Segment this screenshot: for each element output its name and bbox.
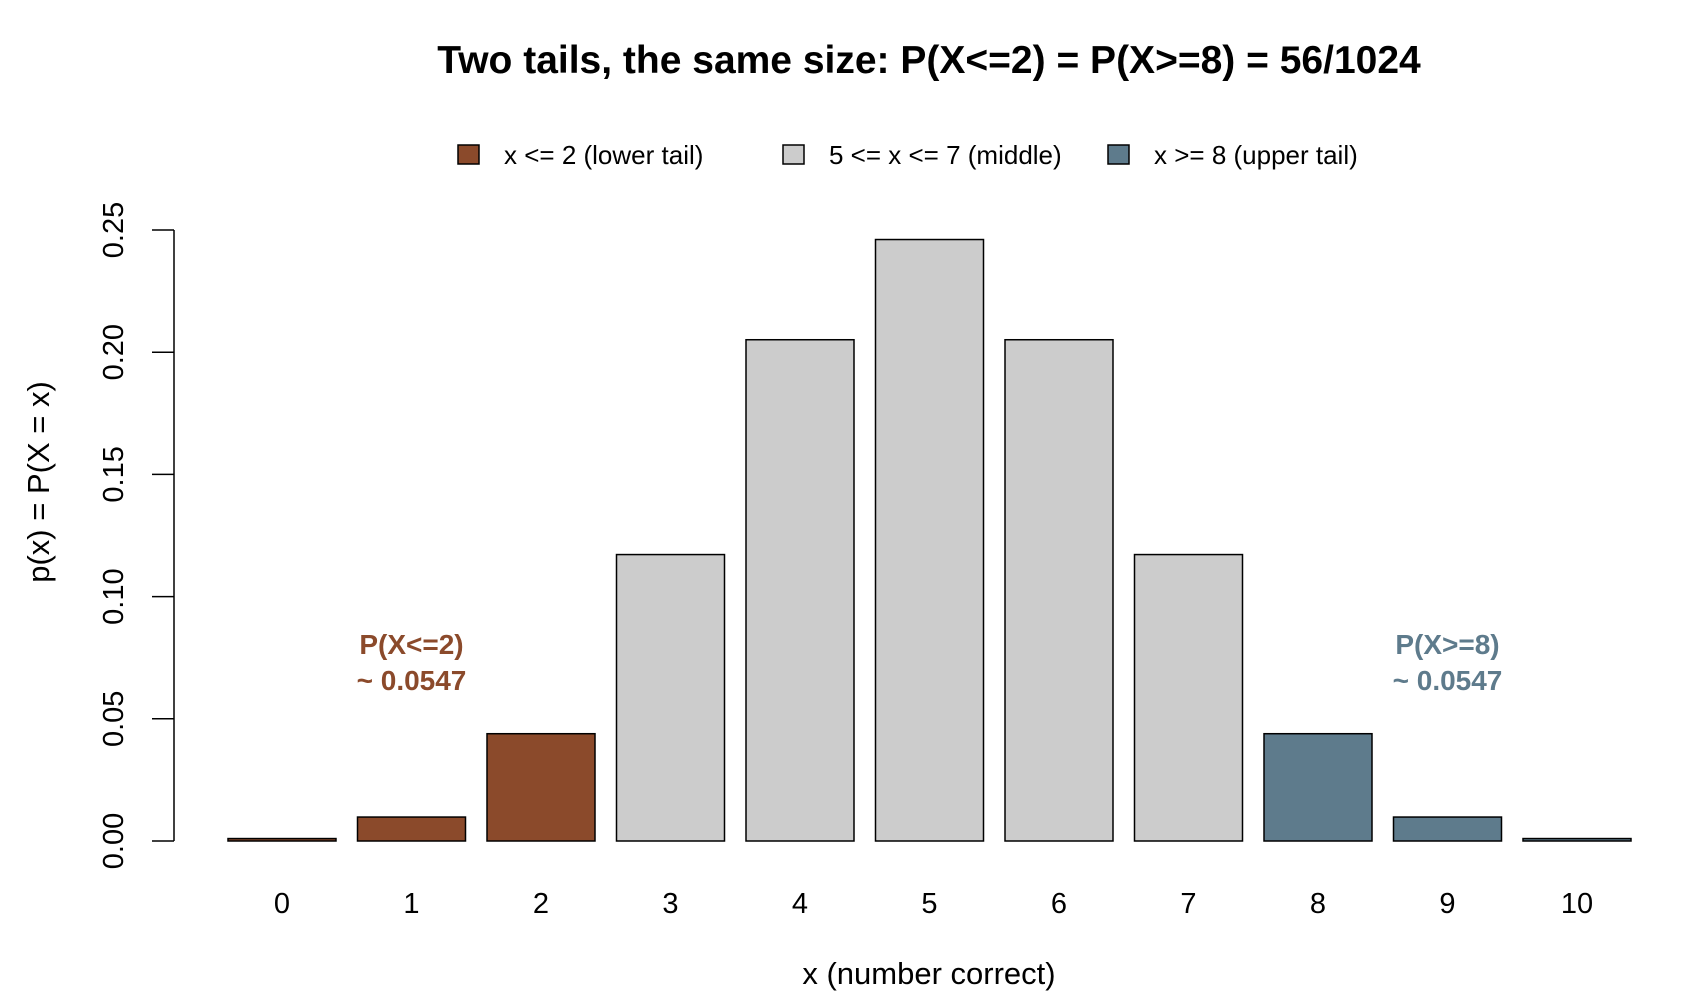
bar-7 — [1133, 553, 1244, 842]
bar-9 — [1392, 816, 1503, 842]
y-tick-label: 0.20 — [98, 324, 130, 380]
x-tick-label: 10 — [1561, 888, 1593, 920]
x-tick-label: 6 — [1051, 888, 1067, 920]
bar-4 — [745, 338, 855, 842]
x-tick-label: 3 — [662, 888, 678, 920]
y-axis: 0.00 0.05 0.10 0.15 0.20 0.25 — [98, 202, 175, 869]
x-tick-label: 9 — [1439, 888, 1455, 920]
bar-5 — [874, 238, 985, 842]
lower-tail-annotation-value: ~ 0.0547 — [357, 665, 467, 696]
x-tick-label: 0 — [274, 888, 290, 920]
annotations: P(X<=2) ~ 0.0547 P(X>=8) ~ 0.0547 — [357, 629, 1503, 696]
x-axis-label: x (number correct) — [802, 956, 1055, 991]
x-tick-label: 4 — [792, 888, 808, 920]
bar-0 — [227, 837, 337, 842]
y-tick-label: 0.15 — [98, 446, 130, 502]
y-tick-label: 0.10 — [98, 568, 130, 624]
x-tick-label: 2 — [533, 888, 549, 920]
legend-label-middle: 5 <= x <= 7 (middle) — [829, 140, 1062, 170]
legend-swatch-middle — [782, 144, 805, 165]
lower-tail-annotation-label: P(X<=2) — [359, 629, 463, 660]
bar-6 — [1004, 338, 1114, 842]
bar-3 — [615, 553, 726, 842]
upper-tail-annotation-label: P(X>=8) — [1395, 629, 1499, 660]
y-axis-label: p(x) = P(X = x) — [21, 381, 56, 583]
legend-swatch-upper — [1107, 144, 1130, 165]
y-tick-label: 0.00 — [98, 813, 130, 869]
x-tick-label: 8 — [1310, 888, 1326, 920]
bar-10 — [1522, 837, 1632, 842]
bars — [227, 238, 1632, 842]
legend: x <= 2 (lower tail) 5 <= x <= 7 (middle) x… — [457, 140, 1358, 170]
legend-label-lower: x <= 2 (lower tail) — [504, 140, 703, 170]
bar-1 — [356, 816, 467, 842]
y-tick-label: 0.05 — [98, 691, 130, 747]
chart-title: Two tails, the same size: P(X<=2) = P(X>… — [437, 39, 1421, 82]
x-tick-label: 1 — [403, 888, 419, 920]
legend-label-upper: x >= 8 (upper tail) — [1154, 140, 1358, 170]
x-tick-label: 7 — [1180, 888, 1196, 920]
upper-tail-annotation-value: ~ 0.0547 — [1393, 665, 1503, 696]
y-tick-label: 0.25 — [98, 202, 130, 258]
legend-swatch-lower — [457, 144, 480, 165]
bar-8 — [1263, 732, 1373, 842]
bar-2 — [486, 732, 596, 842]
x-tick-label: 5 — [921, 888, 937, 920]
x-axis-tick-labels: 0 1 2 3 4 5 6 7 8 9 10 — [274, 888, 1593, 920]
